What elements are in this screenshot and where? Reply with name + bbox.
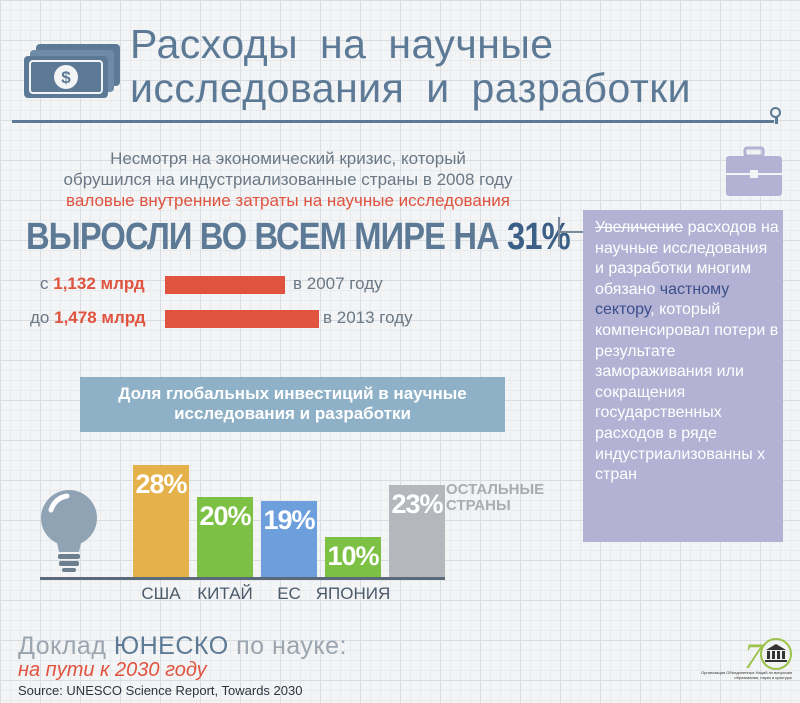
divider-connector [775,116,778,124]
footer-subtitle: на пути к 2030 году [18,659,207,681]
footer-title: Доклад ЮНЕСКО по науке: [18,632,347,661]
growth-from-value: 1,132 млрд [53,274,145,293]
chart-category-label: США [141,584,181,603]
growth-from-prefix: с [40,274,49,293]
headline-connector [560,231,584,233]
chart-bar-value: 28% [135,469,187,499]
divider-dot [770,107,781,118]
intro-text: Несмотря на экономический кризис, которы… [28,148,548,211]
intro-line-3: валовые внутренние затраты на научные ис… [66,191,510,210]
chart-baseline [40,577,445,580]
chart-bar-value: 20% [199,501,251,531]
intro-line-1: Несмотря на экономический кризис, которы… [110,149,466,168]
money-icon: $ [22,42,122,102]
chart-bar [133,465,189,577]
chart-bar [197,497,253,577]
growth-to-label: до 1,478 млрд [30,308,146,328]
growth-from-year: в 2007 году [293,274,383,293]
sidebar-text-1: расходов на научные исследования и разра… [595,219,779,298]
chart-bar-value: 23% [391,489,443,519]
sidebar-text-2: , который компенсировал потери в результ… [595,301,779,484]
chart-category-label: КИТАЙ [197,584,253,603]
svg-text:7: 7 [744,636,764,674]
chart-category-label: ЕС [277,584,301,603]
chart-bar-value: 10% [327,541,379,571]
title-divider [12,120,774,123]
chart-category-label: ЯПОНИЯ [315,584,391,603]
sidebar-highlight: частному сектору [595,280,730,319]
other-countries-line-2: СТРАНЫ [446,497,511,514]
headline-bracket [558,217,560,247]
growth-from-label: с 1,132 млрд [40,274,145,294]
footer-title-suffix: по науке: [236,632,347,660]
share-heading-box [80,377,505,432]
sidebar-panel [583,210,783,542]
other-countries-line-1: ОСТАЛЬНЫЕ [446,481,545,498]
growth-to-bar [165,310,319,328]
growth-from-bar [165,276,285,294]
chart-bar [325,537,381,577]
growth-headline: ВЫРОСЛИ ВО ВСЕМ МИРЕ НА 31% [26,216,571,259]
chart-bar [261,501,317,577]
intro-line-2: обрушился на индустриализованные страны … [63,170,513,189]
lightbulb-icon [36,488,102,574]
page-title: Расходы на научные исследования и разраб… [130,22,691,110]
growth-to-year: в 2013 году [323,308,413,327]
title-line-2: исследования и разработки [130,65,692,111]
share-heading-line-2: исследования и разработки [174,404,411,423]
share-heading-line-1: Доля глобальных инвестиций в научные [118,384,467,403]
title-line-1: Расходы на научные [130,21,554,67]
growth-to-value: 1,478 млрд [54,308,146,327]
unesco-logo-icon: 7 [742,634,798,676]
sidebar-text: Увеличение расходов на научные исследова… [595,218,780,486]
briefcase-icon [724,146,784,198]
chart-bar-value: 19% [263,505,315,535]
growth-to-prefix: до [30,308,50,327]
headline-percent: 31% [507,216,571,258]
footer-source: Source: UNESCO Science Report, Towards 2… [18,683,303,698]
headline-text: ВЫРОСЛИ ВО ВСЕМ МИРЕ НА [26,216,500,258]
share-heading: Доля глобальных инвестиций в научные исс… [80,384,505,424]
sidebar-first-word: Увеличение [595,219,684,236]
chart-bar [389,485,445,577]
footer-title-prefix: Доклад [18,632,107,660]
unesco-org-text: Организация Объединенных Наций по вопрос… [701,670,792,680]
footer-title-highlight: ЮНЕСКО [113,632,229,660]
other-countries-label: ОСТАЛЬНЫЕ СТРАНЫ [446,482,556,514]
svg-text:$: $ [61,68,71,87]
